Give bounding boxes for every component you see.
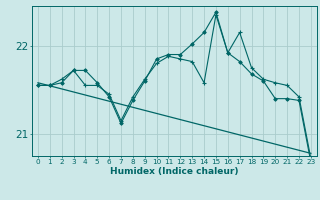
X-axis label: Humidex (Indice chaleur): Humidex (Indice chaleur) xyxy=(110,167,239,176)
